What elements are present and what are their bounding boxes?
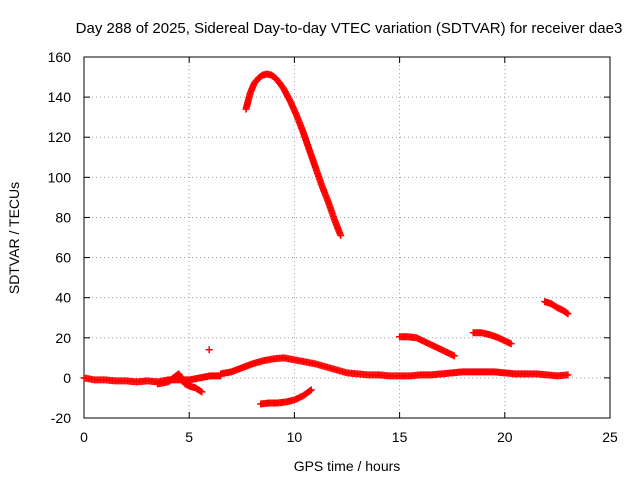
- data-point: [507, 340, 515, 348]
- data-point: [205, 346, 213, 354]
- y-tick-labels: -20 0 20 40 60 80 100 120 140 160: [48, 49, 72, 426]
- series-arc-22h: [541, 298, 572, 318]
- y-tick-label: -20: [51, 410, 71, 426]
- y-tick-label: 140: [48, 89, 72, 105]
- x-tick-label: 5: [185, 429, 193, 445]
- data-point: [563, 309, 571, 317]
- x-tick-label: 10: [287, 429, 303, 445]
- x-tick-labels: 0 5 10 15 20 25: [80, 429, 618, 445]
- y-tick-label: 80: [55, 209, 71, 225]
- data-points: [80, 70, 572, 408]
- y-tick-label: 60: [55, 250, 71, 266]
- series-baseline-late: [375, 368, 572, 380]
- y-tick-label: 20: [55, 330, 71, 346]
- y-tick-label: 120: [48, 129, 72, 145]
- data-point: [197, 387, 205, 395]
- series-arc-19h: [469, 329, 515, 348]
- data-point: [564, 371, 572, 379]
- x-tick-label: 25: [602, 429, 618, 445]
- x-tick-label: 15: [392, 429, 408, 445]
- x-tick-label: 20: [497, 429, 513, 445]
- grid: [84, 57, 610, 418]
- y-tick-label: 0: [63, 370, 71, 386]
- x-tick-label: 0: [80, 429, 88, 445]
- plot-frame: [83, 56, 611, 419]
- data-point: [307, 386, 315, 394]
- series-baseline-mid: [217, 354, 383, 379]
- data-point: [198, 388, 206, 396]
- y-tick-label: 100: [48, 169, 72, 185]
- data-point: [450, 352, 458, 360]
- series-arc-peak: [242, 70, 345, 239]
- chart-title: Day 288 of 2025, Sidereal Day-to-day VTE…: [76, 20, 623, 37]
- y-tick-label: 40: [55, 290, 71, 306]
- series-baseline-early: [80, 372, 225, 386]
- data-point: [306, 387, 314, 395]
- x-axis-label: GPS time / hours: [294, 458, 401, 474]
- series-isolated: [205, 346, 213, 354]
- y-tick-label: 160: [48, 49, 72, 65]
- axis-ticks: [83, 56, 611, 419]
- series-baseline-noise-1: [154, 370, 206, 396]
- series-arc-15h: [396, 333, 458, 360]
- data-point: [337, 231, 345, 239]
- y-axis-label: SDTVAR / TECUs: [6, 182, 22, 294]
- series-arc-negative: [257, 386, 315, 408]
- data-point: [564, 310, 572, 318]
